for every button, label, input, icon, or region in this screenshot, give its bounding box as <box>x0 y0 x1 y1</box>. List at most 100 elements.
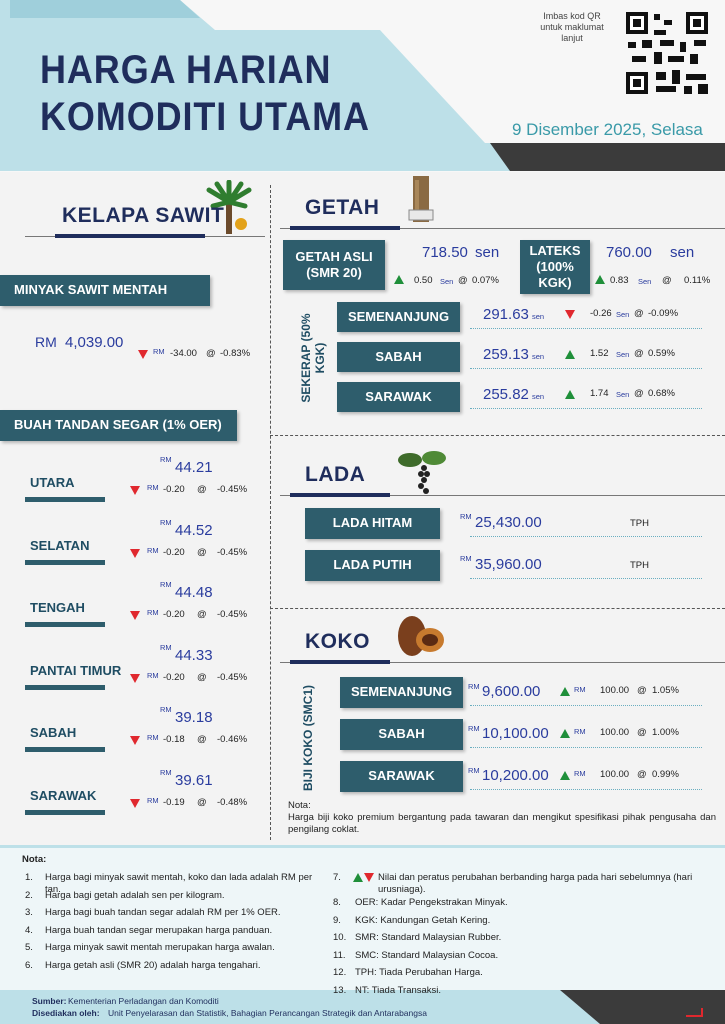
legend-arrow <box>353 873 363 882</box>
currency: RM <box>153 347 165 356</box>
title-line: HARGA HARIAN <box>40 48 332 92</box>
pepper-icon <box>398 451 446 494</box>
pct: -0.48% <box>217 796 248 808</box>
footer-bg <box>0 990 725 1024</box>
at: @ <box>206 348 216 359</box>
at: @ <box>637 727 647 738</box>
price: 39.61 <box>175 771 213 789</box>
price: 44.33 <box>175 646 213 664</box>
section-title: GETAH <box>305 196 380 219</box>
price: 10,200.00 <box>482 767 549 784</box>
at: @ <box>637 769 647 780</box>
note-number: 4. <box>25 924 33 936</box>
label-box: LATEKS (100% KGK) <box>520 240 590 294</box>
at: @ <box>634 308 644 319</box>
pct: 0.07% <box>472 275 499 286</box>
unit: sen <box>670 244 695 261</box>
note-number: 2. <box>25 889 33 901</box>
label-box: LADA HITAM <box>305 508 440 539</box>
label-box: SABAH <box>337 342 460 372</box>
footer-prepared: Disediakan oleh: <box>32 1008 100 1018</box>
price: 44.21 <box>175 459 213 476</box>
pct: 0.99% <box>652 769 679 780</box>
note-number: 1. <box>25 872 33 883</box>
region-name: TENGAH <box>30 600 85 615</box>
region-name: SABAH <box>30 725 77 740</box>
change: -0.18 <box>163 734 185 745</box>
region-bar <box>25 497 105 502</box>
label-box: SABAH <box>340 719 463 750</box>
change: 1.52 <box>590 348 609 359</box>
label-box: MINYAK SAWIT MENTAH <box>0 275 210 306</box>
note-item: Harga bagi buah tandan segar adalah RM p… <box>45 907 281 918</box>
rule-accent <box>290 493 390 497</box>
note-number: 5. <box>25 942 33 953</box>
note-number: 8. <box>333 897 341 908</box>
note-item: Harga bagi getah adalah sen per kilogram… <box>45 889 225 901</box>
title-line: KOMODITI UTAMA <box>40 95 370 139</box>
footer-source: Kementerian Perladangan dan Komoditi <box>68 996 219 1006</box>
date: 9 Disember 2025, Selasa <box>512 120 703 139</box>
note-number: 6. <box>25 959 33 971</box>
divider <box>270 435 725 436</box>
currency: RM <box>160 455 172 464</box>
note-text: Harga biji koko premium bergantung pada … <box>288 812 716 835</box>
at: @ <box>634 388 644 399</box>
currency: RM <box>160 767 172 777</box>
price: 25,430.00 <box>475 514 542 531</box>
note-item: Harga buah tandan segar merupakan harga … <box>45 924 273 936</box>
currency: RM <box>35 334 57 350</box>
pct: 1.00% <box>652 727 679 738</box>
unit: sen <box>532 392 545 401</box>
change: 0.50 <box>414 275 433 286</box>
trend-arrow <box>130 798 140 808</box>
dotted-line <box>470 536 702 537</box>
price: 291.63 <box>483 306 529 323</box>
region-name: UTARA <box>30 475 75 490</box>
dotted-line <box>470 789 702 790</box>
label-box: SARAWAK <box>337 382 460 412</box>
at: @ <box>197 546 207 558</box>
label-box: GETAH ASLI (SMR 20) <box>283 240 385 290</box>
price: 255.82 <box>483 386 529 403</box>
change: -0.20 <box>163 484 185 495</box>
divider <box>270 608 725 609</box>
trend-arrow <box>565 350 575 359</box>
currency: RM <box>147 733 159 742</box>
region-bar <box>25 684 105 690</box>
note-item: KGK: Kandungan Getah Kering. <box>355 914 491 926</box>
pct: -0.83% <box>220 348 251 359</box>
change: -0.20 <box>163 671 185 683</box>
region-bar <box>25 622 105 627</box>
region-bar <box>25 747 105 752</box>
note-item: SMC: Standard Malaysian Cocoa. <box>355 949 499 961</box>
unit: sen <box>475 244 500 261</box>
region-bar <box>25 809 105 815</box>
status: TPH <box>630 560 649 571</box>
trend-arrow <box>595 275 605 284</box>
trend-arrow <box>130 673 140 683</box>
trend-arrow <box>560 687 570 696</box>
at: @ <box>458 275 468 286</box>
pct: 1.05% <box>652 685 679 696</box>
label-box: BUAH TANDAN SEGAR (1% OER) <box>0 410 237 441</box>
note-number: 12. <box>333 967 347 978</box>
at: @ <box>634 348 644 359</box>
notes-title: Nota: <box>22 854 47 865</box>
pct: 0.59% <box>648 348 675 359</box>
unit: Sen <box>616 310 630 319</box>
status: TPH <box>630 518 649 529</box>
note-item: SMR: Standard Malaysian Rubber. <box>355 932 502 943</box>
at: @ <box>662 275 672 286</box>
note-number: 7. <box>333 872 341 883</box>
unit: Sen <box>616 350 630 359</box>
divider <box>270 185 271 840</box>
dotted-line <box>470 408 702 409</box>
section-title: LADA <box>305 463 366 486</box>
pct: 0.11% <box>684 275 711 286</box>
unit: Sen <box>638 277 652 286</box>
note-item: OER: Kadar Pengekstrakan Minyak. <box>355 897 508 908</box>
price: 760.00 <box>606 244 652 261</box>
price: 718.50 <box>422 244 468 261</box>
currency: RM <box>147 795 159 805</box>
